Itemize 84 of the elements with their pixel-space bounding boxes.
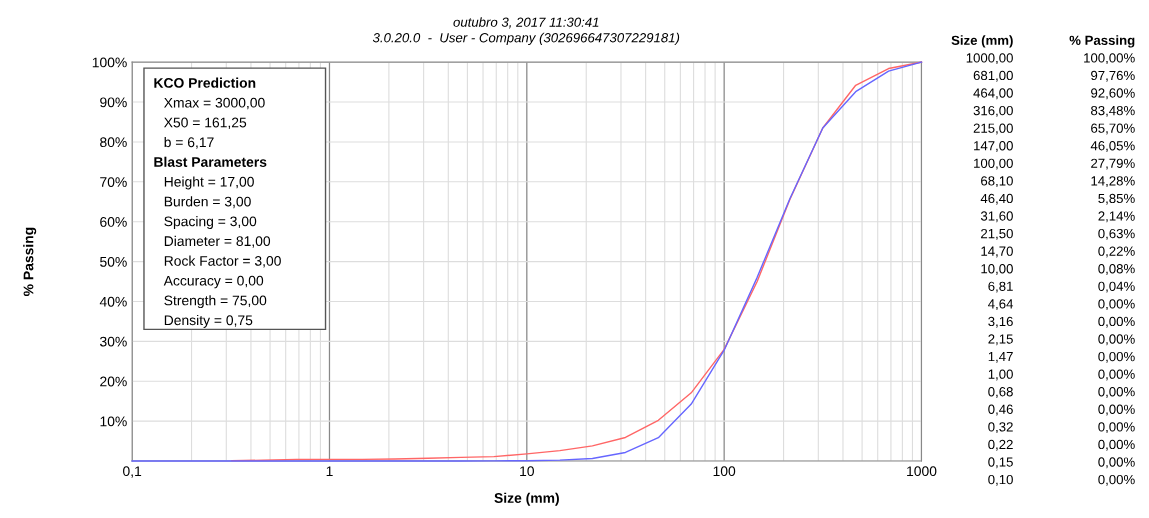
text: 316,00 bbox=[973, 105, 1013, 117]
text: 0,10 bbox=[988, 474, 1013, 486]
y-tick-label: 80% bbox=[100, 137, 127, 148]
annotation: Rock Factor = 3,00 bbox=[164, 255, 281, 268]
text: 0,22 bbox=[988, 439, 1013, 451]
text: 2,14% bbox=[1098, 211, 1135, 223]
text: 0,22% bbox=[1098, 246, 1135, 258]
text: 68,10 bbox=[981, 176, 1013, 188]
y-tick-label: 60% bbox=[100, 217, 127, 227]
y-tick-label: 100% bbox=[92, 57, 127, 68]
text: 0,00% bbox=[1098, 404, 1135, 416]
text: 100,00% bbox=[1084, 53, 1135, 65]
text: 0,15 bbox=[988, 457, 1013, 469]
text: 97,76% bbox=[1091, 70, 1135, 82]
y-axis-title: % Passing bbox=[23, 227, 37, 296]
text: 215,00 bbox=[973, 123, 1013, 135]
annotation: b = 6,17 bbox=[164, 136, 214, 149]
text: % Passing bbox=[1069, 35, 1135, 48]
text: 46,05% bbox=[1090, 141, 1135, 152]
text: 681,00 bbox=[973, 70, 1013, 82]
text: 92,60% bbox=[1091, 88, 1135, 100]
text: 0,00% bbox=[1098, 369, 1135, 381]
x-tick-label: 0,1 bbox=[123, 466, 142, 478]
chart-subtitle: 3.0.20.0 - User - Company (302696647307229181) bbox=[372, 32, 680, 45]
y-tick-label: 40% bbox=[99, 296, 127, 307]
text: 1000,00 bbox=[966, 53, 1013, 65]
text: 0,08% bbox=[1098, 264, 1135, 275]
text: Size (mm) bbox=[951, 35, 1013, 48]
annotation: KCO Prediction bbox=[154, 77, 256, 88]
annotation: Accuracy = 0,00 bbox=[163, 275, 264, 289]
text: 147,00 bbox=[974, 141, 1013, 152]
text: 31,60 bbox=[980, 211, 1013, 223]
text: 0,00% bbox=[1098, 387, 1135, 398]
text: 10,00 bbox=[981, 264, 1013, 275]
y-tick-label: 90% bbox=[100, 97, 127, 108]
x-tick-label: 1000 bbox=[907, 466, 937, 477]
text: 0,68 bbox=[988, 387, 1013, 398]
x-tick-label: 10 bbox=[520, 466, 534, 477]
x-tick-label: 1 bbox=[326, 466, 333, 476]
y-tick-label: 50% bbox=[100, 256, 127, 267]
annotation: Diameter = 81,00 bbox=[164, 235, 271, 248]
x-axis-title: Size (mm) bbox=[494, 492, 559, 506]
text: 100,00 bbox=[974, 158, 1013, 170]
text: 21,50 bbox=[981, 228, 1013, 240]
text: 0,63% bbox=[1098, 228, 1135, 240]
annotation: Strength = 75,00 bbox=[164, 295, 267, 309]
y-tick-label: 70% bbox=[100, 177, 127, 187]
annotation: Density = 0,75 bbox=[164, 314, 253, 328]
text: 1,00 bbox=[988, 369, 1013, 381]
text: 0,00% bbox=[1098, 422, 1135, 434]
text: 14,70 bbox=[981, 246, 1013, 258]
text: 65,70% bbox=[1091, 123, 1135, 135]
text: 0,00% bbox=[1098, 474, 1135, 486]
text: 27,79% bbox=[1091, 158, 1135, 170]
annotation: Height = 17,00 bbox=[164, 176, 254, 190]
text: 4,64 bbox=[988, 299, 1014, 311]
text: 5,85% bbox=[1098, 193, 1135, 205]
annotation: Xmax = 3000,00 bbox=[164, 97, 265, 110]
text: 0,00% bbox=[1098, 351, 1135, 363]
y-tick-label: 20% bbox=[100, 376, 127, 387]
annotation: Spacing = 3,00 bbox=[164, 216, 257, 230]
text: 0,04% bbox=[1098, 281, 1135, 293]
text: 0,32 bbox=[988, 422, 1013, 434]
y-tick-label: 10% bbox=[100, 416, 127, 427]
y-tick-label: 30% bbox=[100, 336, 127, 347]
text: 0,00% bbox=[1098, 457, 1135, 469]
text: 0,00% bbox=[1098, 334, 1135, 346]
text: 0,00% bbox=[1098, 316, 1135, 328]
annotation: Burden = 3,00 bbox=[164, 196, 251, 209]
text: 0,00% bbox=[1098, 439, 1135, 451]
chart-title: outubro 3, 2017 11:30:41 bbox=[453, 17, 599, 29]
text: 83,48% bbox=[1091, 105, 1135, 117]
text: 6,81 bbox=[988, 281, 1013, 293]
text: 0,00% bbox=[1098, 299, 1135, 311]
text: 46,40 bbox=[980, 193, 1013, 205]
text: 2,15 bbox=[988, 334, 1013, 346]
text: 14,28% bbox=[1091, 176, 1135, 188]
annotation: X50 = 161,25 bbox=[164, 117, 247, 130]
text: 3,16 bbox=[988, 316, 1013, 328]
text: 1,47 bbox=[988, 352, 1013, 363]
x-tick-label: 100 bbox=[713, 466, 736, 477]
annotation: Blast Parameters bbox=[154, 156, 267, 167]
text: 464,00 bbox=[973, 88, 1013, 100]
text: 0,46 bbox=[988, 404, 1013, 416]
